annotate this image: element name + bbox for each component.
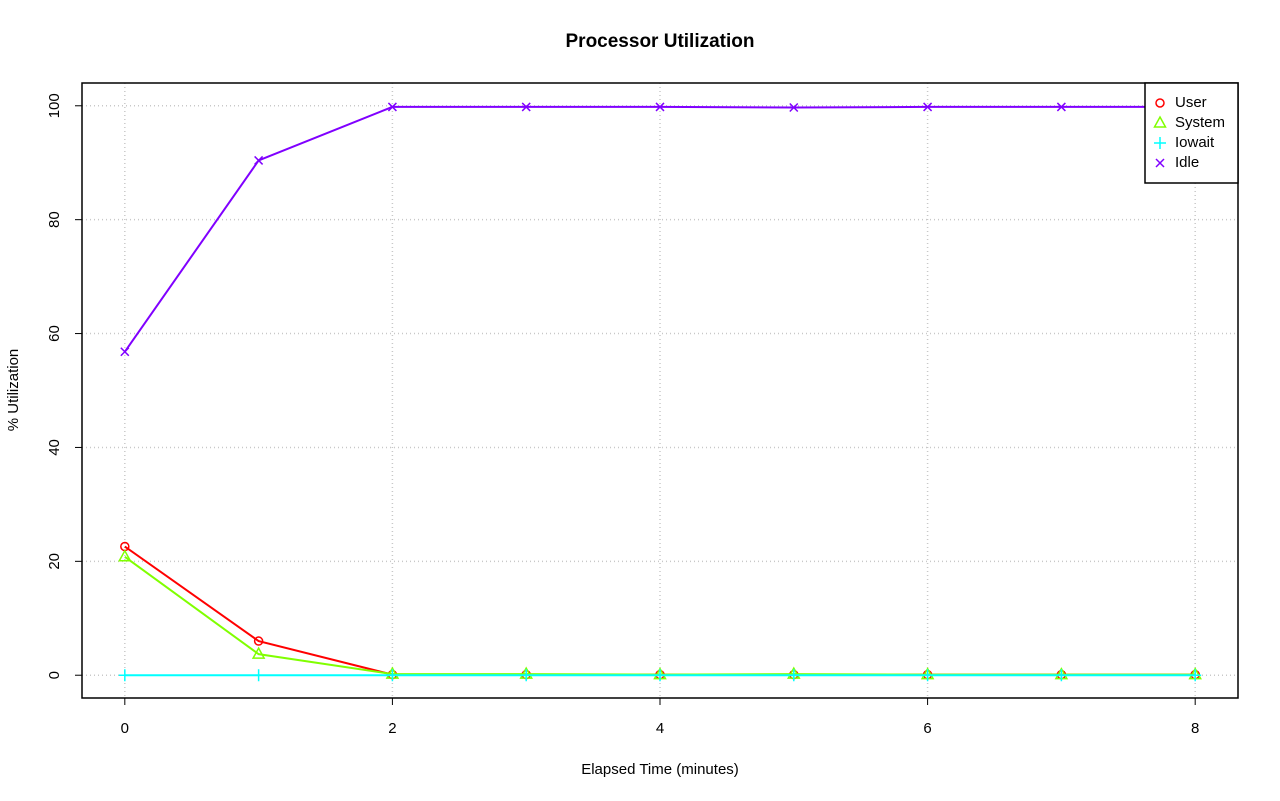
point — [387, 102, 397, 112]
legend-marker — [1155, 158, 1165, 168]
point — [386, 669, 399, 682]
y-tick-label: 80 — [46, 211, 63, 228]
point — [120, 347, 130, 357]
point — [118, 549, 132, 562]
point — [254, 155, 264, 165]
legend-marker — [1155, 98, 1165, 108]
point — [789, 102, 799, 113]
legend-label: System — [1175, 114, 1225, 131]
x-tick-label: 4 — [656, 720, 664, 737]
x-tick-label: 8 — [1191, 720, 1199, 737]
x-tick-label: 2 — [388, 720, 396, 737]
legend-label: Idle — [1175, 154, 1199, 171]
legend-marker — [1153, 115, 1167, 128]
point — [655, 102, 665, 112]
legend-label: Iowait — [1175, 134, 1215, 151]
y-tick-label: 20 — [46, 553, 63, 570]
y-tick-label: 100 — [46, 93, 63, 118]
point — [787, 669, 800, 682]
point — [923, 102, 933, 112]
y-tick-label: 60 — [46, 325, 63, 342]
point — [1189, 669, 1202, 682]
y-tick-label: 40 — [46, 439, 63, 456]
point — [921, 669, 934, 682]
y-axis-label: % Utilization — [5, 349, 22, 432]
point — [251, 646, 266, 659]
point — [654, 669, 666, 682]
y-tick-label: 0 — [46, 671, 63, 679]
legend-label: User — [1175, 94, 1207, 111]
point — [1055, 669, 1068, 682]
point — [253, 636, 264, 646]
point — [252, 669, 265, 682]
x-tick-label: 0 — [121, 720, 129, 737]
point — [521, 102, 531, 112]
point — [118, 669, 131, 682]
legend-marker — [1154, 137, 1166, 149]
point — [520, 669, 533, 682]
x-tick-label: 6 — [923, 720, 931, 737]
plot-frame — [81, 82, 1239, 699]
point — [1056, 102, 1066, 112]
x-axis-label: Elapsed Time (minutes) — [581, 761, 739, 778]
chart-title: Processor Utilization — [566, 31, 755, 52]
